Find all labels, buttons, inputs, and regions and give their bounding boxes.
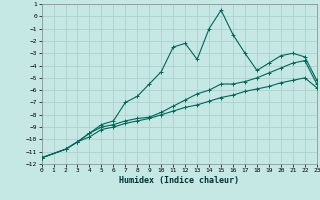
X-axis label: Humidex (Indice chaleur): Humidex (Indice chaleur): [119, 176, 239, 185]
